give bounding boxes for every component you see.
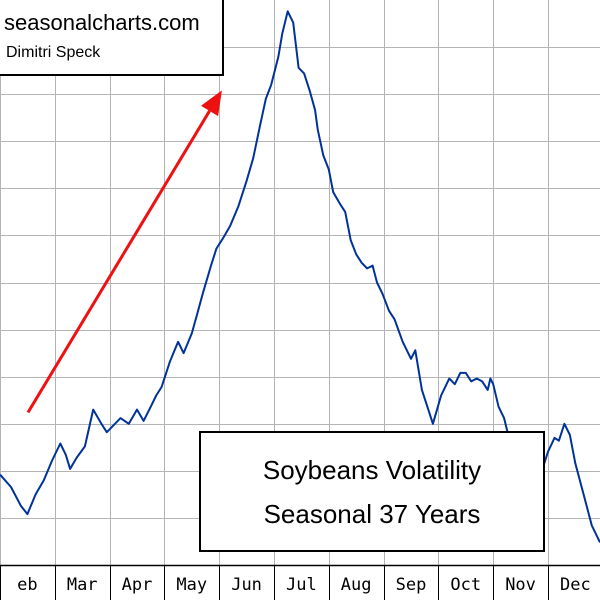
x-tick-label: Dec (560, 575, 591, 595)
x-tick-label: Nov (505, 575, 536, 595)
arrow-head (201, 90, 222, 117)
month-axis: eb Mar Apr May Jun Jul Aug Sep Oct Nov Dec (0, 564, 600, 600)
chart-title-line-1: Soybeans Volatility (262, 454, 482, 485)
x-tick-label: Sep (396, 575, 427, 595)
x-tick-label: Aug (341, 575, 372, 595)
x-tick-label: Mar (67, 575, 98, 595)
grid-lines (0, 0, 600, 565)
x-tick-label: Jul (286, 575, 317, 595)
site-name: seasonalcharts.com (4, 10, 200, 35)
x-tick-label: Apr (122, 575, 153, 595)
series-line (0, 10, 600, 543)
arrow-shaft (26, 110, 211, 414)
series-layer (0, 10, 600, 543)
chart-title-box: Soybeans Volatility Seasonal 37 Years (199, 431, 545, 552)
credit-box: seasonalcharts.com Dimitri Speck (0, 0, 224, 76)
x-tick-label: Oct (450, 575, 481, 595)
x-tick-label: eb (17, 575, 37, 595)
annotation-layer (26, 90, 222, 414)
author-name: Dimitri Speck (6, 44, 101, 61)
chart-title-line-2: Seasonal 37 Years (263, 498, 481, 529)
x-tick-label: Jun (231, 575, 262, 595)
x-tick-label: May (176, 575, 207, 595)
